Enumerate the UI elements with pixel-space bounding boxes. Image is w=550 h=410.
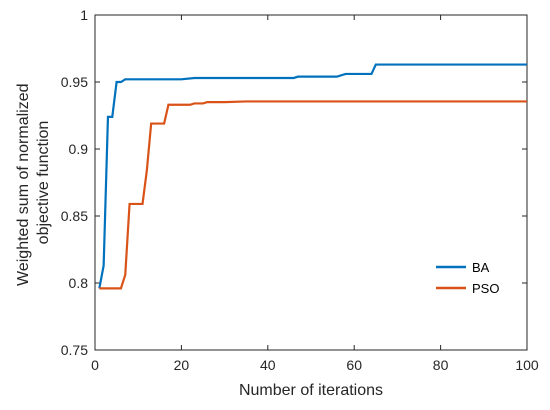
y-tick-label: 0.8 xyxy=(69,275,89,291)
y-tick-label: 0.9 xyxy=(69,141,89,157)
x-tick-label: 0 xyxy=(91,357,99,373)
x-tick-label: 20 xyxy=(174,357,190,373)
legend-label-ba: BA xyxy=(472,260,490,275)
x-axis-label: Number of iterations xyxy=(239,382,383,399)
x-tick-label: 80 xyxy=(433,357,449,373)
plot-area-frame xyxy=(94,14,528,351)
y-tick-label: 0.85 xyxy=(61,208,88,224)
series-line-pso xyxy=(99,100,527,290)
x-tick-label: 60 xyxy=(346,357,362,373)
series-line-ba xyxy=(98,63,527,289)
legend: BA PSO xyxy=(436,260,499,296)
y-tick-label: 0.75 xyxy=(61,342,88,358)
y-axis-label-line-1: Weighted sum of normalized xyxy=(15,83,32,285)
x-tick-label: 100 xyxy=(515,357,539,373)
x-tick-label: 40 xyxy=(260,357,276,373)
y-axis-label-line-2: objective function xyxy=(35,121,52,245)
ticks-layer: 0 20 40 60 80 100 0.75 0.8 0.85 0.9 0.95 1 xyxy=(61,7,539,373)
y-axis-label: Weighted sum of normalized objective fun… xyxy=(15,79,52,286)
legend-label-pso: PSO xyxy=(472,281,499,296)
y-tick-label: 1 xyxy=(80,7,88,23)
series-layer xyxy=(98,63,527,290)
y-tick-label: 0.95 xyxy=(61,74,88,90)
